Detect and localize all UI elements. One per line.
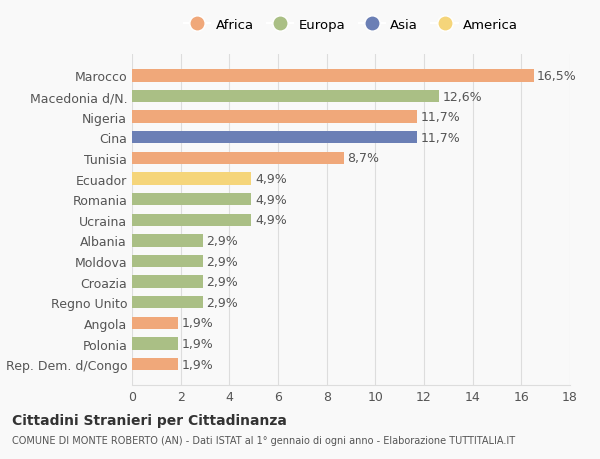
- Bar: [132, 297, 203, 309]
- Text: 16,5%: 16,5%: [537, 70, 577, 83]
- Bar: [132, 338, 178, 350]
- Text: 4,9%: 4,9%: [255, 173, 287, 185]
- Legend: Africa, Europa, Asia, America: Africa, Europa, Asia, America: [184, 19, 518, 32]
- Text: COMUNE DI MONTE ROBERTO (AN) - Dati ISTAT al 1° gennaio di ogni anno - Elaborazi: COMUNE DI MONTE ROBERTO (AN) - Dati ISTA…: [12, 435, 515, 445]
- Text: 2,9%: 2,9%: [206, 296, 238, 309]
- Text: 12,6%: 12,6%: [442, 90, 482, 103]
- Bar: [132, 255, 203, 268]
- Bar: [132, 70, 533, 83]
- Bar: [132, 194, 251, 206]
- Text: 8,7%: 8,7%: [347, 152, 379, 165]
- Bar: [132, 235, 203, 247]
- Text: 2,9%: 2,9%: [206, 275, 238, 289]
- Text: 2,9%: 2,9%: [206, 235, 238, 247]
- Text: 11,7%: 11,7%: [421, 111, 460, 124]
- Bar: [132, 91, 439, 103]
- Bar: [132, 276, 203, 288]
- Bar: [132, 317, 178, 330]
- Text: Cittadini Stranieri per Cittadinanza: Cittadini Stranieri per Cittadinanza: [12, 413, 287, 427]
- Text: 1,9%: 1,9%: [182, 317, 214, 330]
- Text: 1,9%: 1,9%: [182, 358, 214, 371]
- Text: 11,7%: 11,7%: [421, 132, 460, 145]
- Bar: [132, 214, 251, 226]
- Text: 2,9%: 2,9%: [206, 255, 238, 268]
- Bar: [132, 173, 251, 185]
- Bar: [132, 152, 344, 165]
- Bar: [132, 111, 416, 123]
- Bar: [132, 132, 416, 144]
- Text: 4,9%: 4,9%: [255, 193, 287, 206]
- Text: 1,9%: 1,9%: [182, 337, 214, 350]
- Text: 4,9%: 4,9%: [255, 214, 287, 227]
- Bar: [132, 358, 178, 370]
